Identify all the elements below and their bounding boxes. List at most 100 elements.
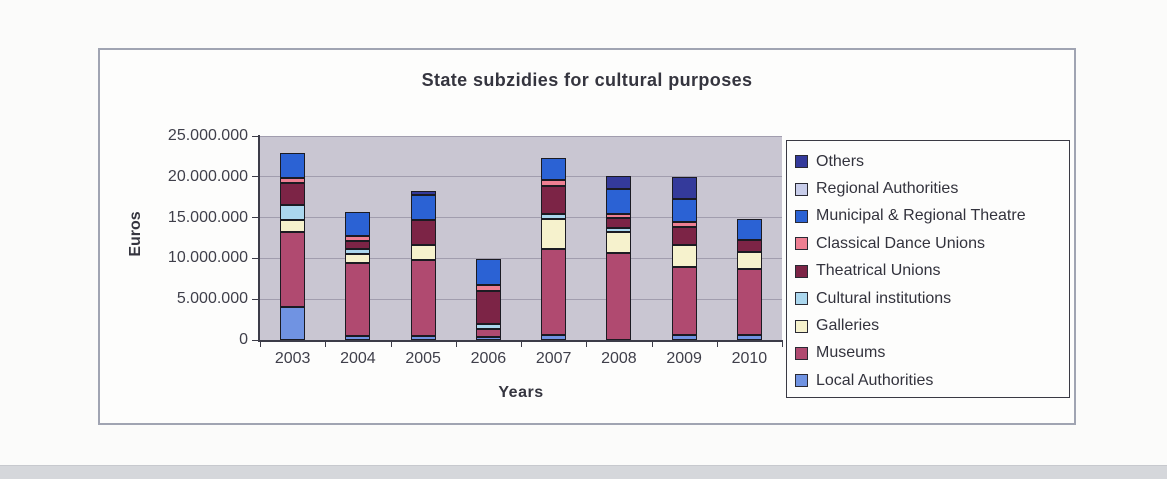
bar-segment [736,219,762,240]
bar-segment [606,175,632,190]
x-tick-label: 2006 [470,350,507,367]
chart-frame: State subzidies for cultural purposes Eu… [98,48,1076,425]
legend-item: Classical Dance Unions [795,230,1069,257]
bar-segment [345,236,371,242]
y-axis-line [258,135,260,341]
legend-label: Museums [816,344,886,362]
legend-item: Theatrical Unions [795,258,1069,285]
bar-segment [410,190,436,195]
y-tick-mark [252,298,258,300]
bar-segment [606,213,632,218]
legend-item: Galleries [795,312,1069,339]
bar-segment [280,153,306,178]
bar-segment [606,252,632,340]
bar-segment [541,219,567,250]
x-tick-label: 2009 [666,350,702,367]
x-tick-label: 2004 [340,350,376,367]
legend-item: Municipal & Regional Theatre [795,203,1069,230]
gridline [260,257,782,259]
bar-segment [606,217,632,229]
bar-segment [280,177,306,184]
x-tick-mark [455,342,457,347]
legend-label: Classical Dance Unions [816,234,985,252]
y-tick-label: 10.000.000 [167,249,248,267]
bar-segment [541,180,567,186]
bar-segment [280,307,306,340]
y-axis-label: Euros [127,211,144,257]
legend-item: Others [795,148,1069,175]
y-tick-label: 20.000.000 [167,167,248,185]
bar-segment [475,259,501,286]
bar-segment [410,335,436,340]
chart-title: State subzidies for cultural purposes [421,70,753,90]
bar-segment [541,213,567,220]
x-tick-mark [260,342,261,347]
legend-swatch [795,155,808,169]
x-tick-label: 2007 [535,350,572,367]
bar-segment [280,205,306,221]
y-tick-mark [252,339,258,341]
legend-item: Regional Authorities [795,175,1069,202]
y-tick-label: 15.000.000 [167,208,248,226]
bar-segment [671,176,697,199]
bar-segment [671,198,697,222]
legend-item: Cultural institutions [795,285,1069,312]
x-tick-label: 2005 [405,350,441,367]
bar-segment [671,245,697,268]
bar-segment [541,185,567,214]
bar-segment [410,245,436,261]
y-tick-label: 5.000.000 [176,290,248,308]
legend-label: Regional Authorities [816,180,959,198]
bar-segment [475,285,501,292]
bar-segment [475,323,501,329]
x-tick-mark [651,342,653,347]
x-tick-label: 2008 [601,350,637,367]
legend-swatch [795,319,808,333]
y-tick-label: 0 [239,331,248,348]
bar-segment [671,227,697,246]
bar-segment [541,249,567,336]
bar-segment [671,335,697,340]
y-tick-mark [252,176,258,178]
bar-segment [345,335,371,340]
bar-segment [345,254,371,264]
bar-segment [736,335,762,340]
x-tick-label: 2003 [274,350,311,367]
legend-swatch [795,182,808,196]
bar-segment [410,260,436,336]
legend-swatch [795,374,808,388]
x-tick-mark [586,342,588,347]
x-tick-mark [716,342,718,347]
gridline [260,217,782,219]
legend-swatch [795,237,808,251]
bar-segment [606,189,632,214]
x-tick-label: 2010 [731,350,768,367]
legend-label: Cultural institutions [816,289,952,307]
legend-swatch [795,292,808,306]
x-tick-mark [521,342,522,347]
scan-footer-band [0,465,1167,479]
bar-segment [736,269,762,336]
bar-segment [475,336,501,340]
y-tick-mark [252,217,258,219]
bar-segment [345,263,371,336]
legend-box: Others Regional Authorities Municipal & Re… [786,140,1070,398]
x-tick-mark [325,342,327,347]
gridline [260,298,782,300]
bar-segment [606,232,632,253]
legend-label: Theatrical Unions [816,262,941,280]
legend-item: Museums [795,340,1069,367]
x-tick-mark [390,342,392,347]
y-tick-mark [252,135,258,137]
bar-segment [280,220,306,233]
legend-label: Others [816,152,865,170]
legend-label: Galleries [816,317,880,335]
bar-segment [280,183,306,206]
bar-segment [345,211,371,237]
x-axis-label: Years [498,384,544,401]
legend-label: Municipal & Regional Theatre [816,207,1026,225]
bar-segment [345,249,371,255]
bar-segment [345,241,371,250]
bar-segment [671,221,697,228]
